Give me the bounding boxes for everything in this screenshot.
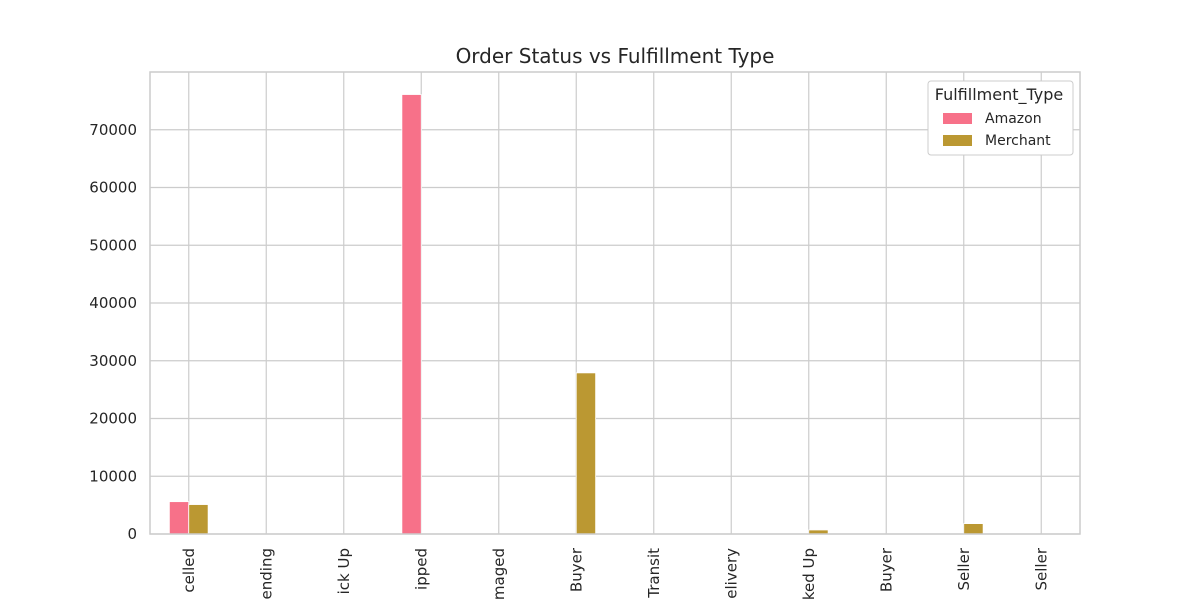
legend-swatch-amazon	[943, 113, 972, 124]
y-tick-label: 20000	[89, 410, 137, 428]
x-tick-label: maged	[490, 548, 508, 600]
y-tick-label: 0	[127, 525, 137, 543]
x-tick-label: Seller	[955, 547, 973, 590]
plot-frame	[149, 71, 1081, 535]
legend-swatch-merchant	[943, 135, 972, 146]
x-tick-label: celled	[180, 548, 198, 593]
legend: Fulfillment_Type Amazon Merchant	[927, 80, 1074, 156]
x-tick-label: Transit	[645, 548, 663, 599]
x-tick-label: Seller	[1032, 547, 1050, 590]
x-tick-label: ick Up	[335, 548, 353, 594]
x-tick-label: ipped	[412, 548, 430, 590]
bar-merchant-5	[575, 372, 597, 535]
y-tick-label: 60000	[89, 179, 137, 197]
bar-amazon-3	[401, 94, 422, 535]
chart-title: Order Status vs Fulfillment Type	[456, 44, 775, 68]
y-tick-label: 10000	[89, 467, 137, 485]
legend-title: Fulfillment_Type	[935, 85, 1063, 105]
y-tick-label: 70000	[89, 121, 137, 139]
x-tick-label: Buyer	[567, 547, 585, 592]
y-tick-label: 40000	[89, 294, 137, 312]
y-tick-label: 50000	[89, 236, 137, 254]
bar-merchant-0	[188, 504, 209, 535]
bar-merchant-10	[963, 523, 984, 535]
x-tick-label: ending	[257, 548, 275, 599]
x-tick-labels: celled ending ick Up ipped maged Buyer Transit…	[180, 547, 1051, 600]
x-tick-label: elivery	[722, 548, 740, 599]
legend-label-merchant: Merchant	[985, 133, 1051, 149]
y-tick-label: 30000	[89, 352, 137, 370]
bar-amazon-0	[168, 501, 190, 535]
x-tick-label: ked Up	[800, 548, 818, 600]
x-tick-label: Buyer	[877, 547, 895, 592]
legend-label-amazon: Amazon	[985, 111, 1042, 127]
y-tick-labels: 0 10000 20000 30000 40000 50000 60000 70000	[89, 121, 137, 543]
